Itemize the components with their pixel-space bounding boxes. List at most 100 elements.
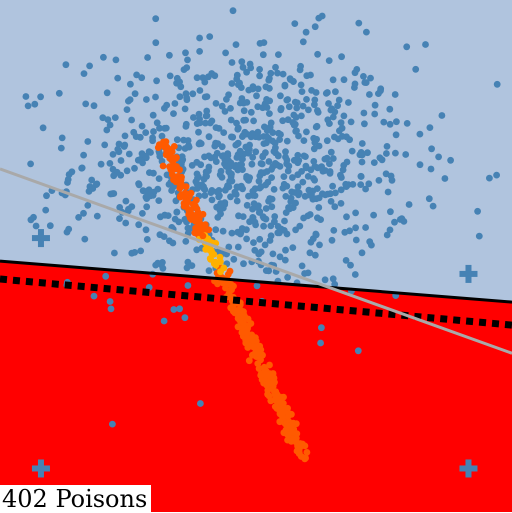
- clean-point: [263, 83, 270, 90]
- clean-point: [194, 180, 201, 187]
- clean-point: [223, 163, 230, 170]
- clean-point: [118, 157, 125, 164]
- clean-point: [131, 249, 138, 256]
- clean-point: [442, 175, 449, 182]
- clean-point: [393, 118, 400, 125]
- clean-point: [299, 88, 306, 95]
- clean-point: [250, 118, 257, 125]
- clean-point: [347, 262, 354, 269]
- clean-point: [234, 184, 241, 191]
- clean-point: [108, 306, 115, 313]
- clean-point: [252, 219, 259, 226]
- poison-point: [167, 165, 174, 172]
- clean-point: [392, 150, 399, 157]
- poison-point: [263, 381, 270, 388]
- clean-point: [256, 72, 263, 79]
- clean-point: [330, 76, 337, 83]
- poison-point: [194, 211, 201, 218]
- clean-point: [243, 173, 250, 180]
- clean-point: [121, 143, 128, 150]
- clean-point: [338, 186, 345, 193]
- clean-point: [299, 263, 306, 270]
- clean-point: [267, 70, 274, 77]
- clean-point: [428, 166, 435, 173]
- poison-point: [249, 334, 256, 341]
- clean-point: [284, 157, 291, 164]
- clean-point: [305, 173, 312, 180]
- clean-point: [81, 70, 88, 77]
- clean-point: [366, 91, 373, 98]
- clean-point: [174, 136, 181, 143]
- clean-point: [125, 206, 132, 213]
- clean-point: [170, 306, 177, 313]
- clean-point: [259, 161, 266, 168]
- clean-point: [359, 151, 366, 158]
- clean-point: [206, 164, 213, 171]
- clean-point: [254, 103, 261, 110]
- clean-point: [303, 96, 310, 103]
- poison-point: [250, 343, 257, 350]
- clean-point: [404, 120, 411, 127]
- clean-point: [493, 172, 500, 179]
- clean-point: [301, 137, 308, 144]
- clean-point: [422, 41, 429, 48]
- clean-point: [107, 298, 114, 305]
- clean-point: [344, 159, 351, 166]
- clean-point: [331, 134, 338, 141]
- clean-point: [177, 93, 184, 100]
- clean-point: [94, 213, 101, 220]
- clean-point: [163, 102, 170, 109]
- clean-point: [40, 124, 47, 131]
- clean-point: [268, 203, 275, 210]
- clean-point: [385, 189, 392, 196]
- clean-point: [338, 119, 345, 126]
- clean-point: [233, 41, 240, 48]
- clean-point: [220, 228, 227, 235]
- clean-point: [155, 197, 162, 204]
- clean-point: [312, 252, 319, 259]
- clean-point: [353, 237, 360, 244]
- clean-point: [212, 226, 219, 233]
- poison-point: [280, 400, 287, 407]
- plus-marker-bar: [465, 459, 471, 477]
- clean-point: [322, 276, 329, 283]
- clean-point: [286, 103, 293, 110]
- clean-point: [111, 250, 118, 257]
- clean-point: [176, 305, 183, 312]
- clean-point: [128, 117, 135, 124]
- clean-point: [383, 150, 390, 157]
- clean-point: [138, 74, 145, 81]
- poison-point: [264, 391, 271, 398]
- clean-point: [109, 421, 116, 428]
- clean-point: [262, 242, 269, 249]
- poison-point: [225, 281, 232, 288]
- clean-point: [266, 195, 273, 202]
- clean-point: [107, 122, 114, 129]
- clean-point: [229, 59, 236, 66]
- poison-point: [256, 350, 263, 357]
- clean-point: [251, 200, 258, 207]
- clean-point: [199, 74, 206, 81]
- clean-point: [305, 270, 312, 277]
- poison-point: [184, 191, 191, 198]
- clean-point: [182, 106, 189, 113]
- clean-point: [183, 95, 190, 102]
- clean-point: [406, 201, 413, 208]
- clean-point: [402, 151, 409, 158]
- clean-point: [184, 57, 191, 64]
- clean-point: [81, 236, 88, 243]
- poison-point: [273, 395, 280, 402]
- clean-point: [261, 140, 268, 147]
- poison-point: [288, 438, 295, 445]
- clean-point: [80, 152, 87, 159]
- clean-point: [417, 161, 424, 168]
- clean-point: [288, 189, 295, 196]
- clean-point: [239, 156, 246, 163]
- clean-point: [182, 238, 189, 245]
- clean-point: [311, 177, 318, 184]
- clean-point: [56, 90, 63, 97]
- clean-point: [182, 314, 189, 321]
- clean-point: [393, 131, 400, 138]
- clean-point: [244, 99, 251, 106]
- clean-point: [88, 177, 95, 184]
